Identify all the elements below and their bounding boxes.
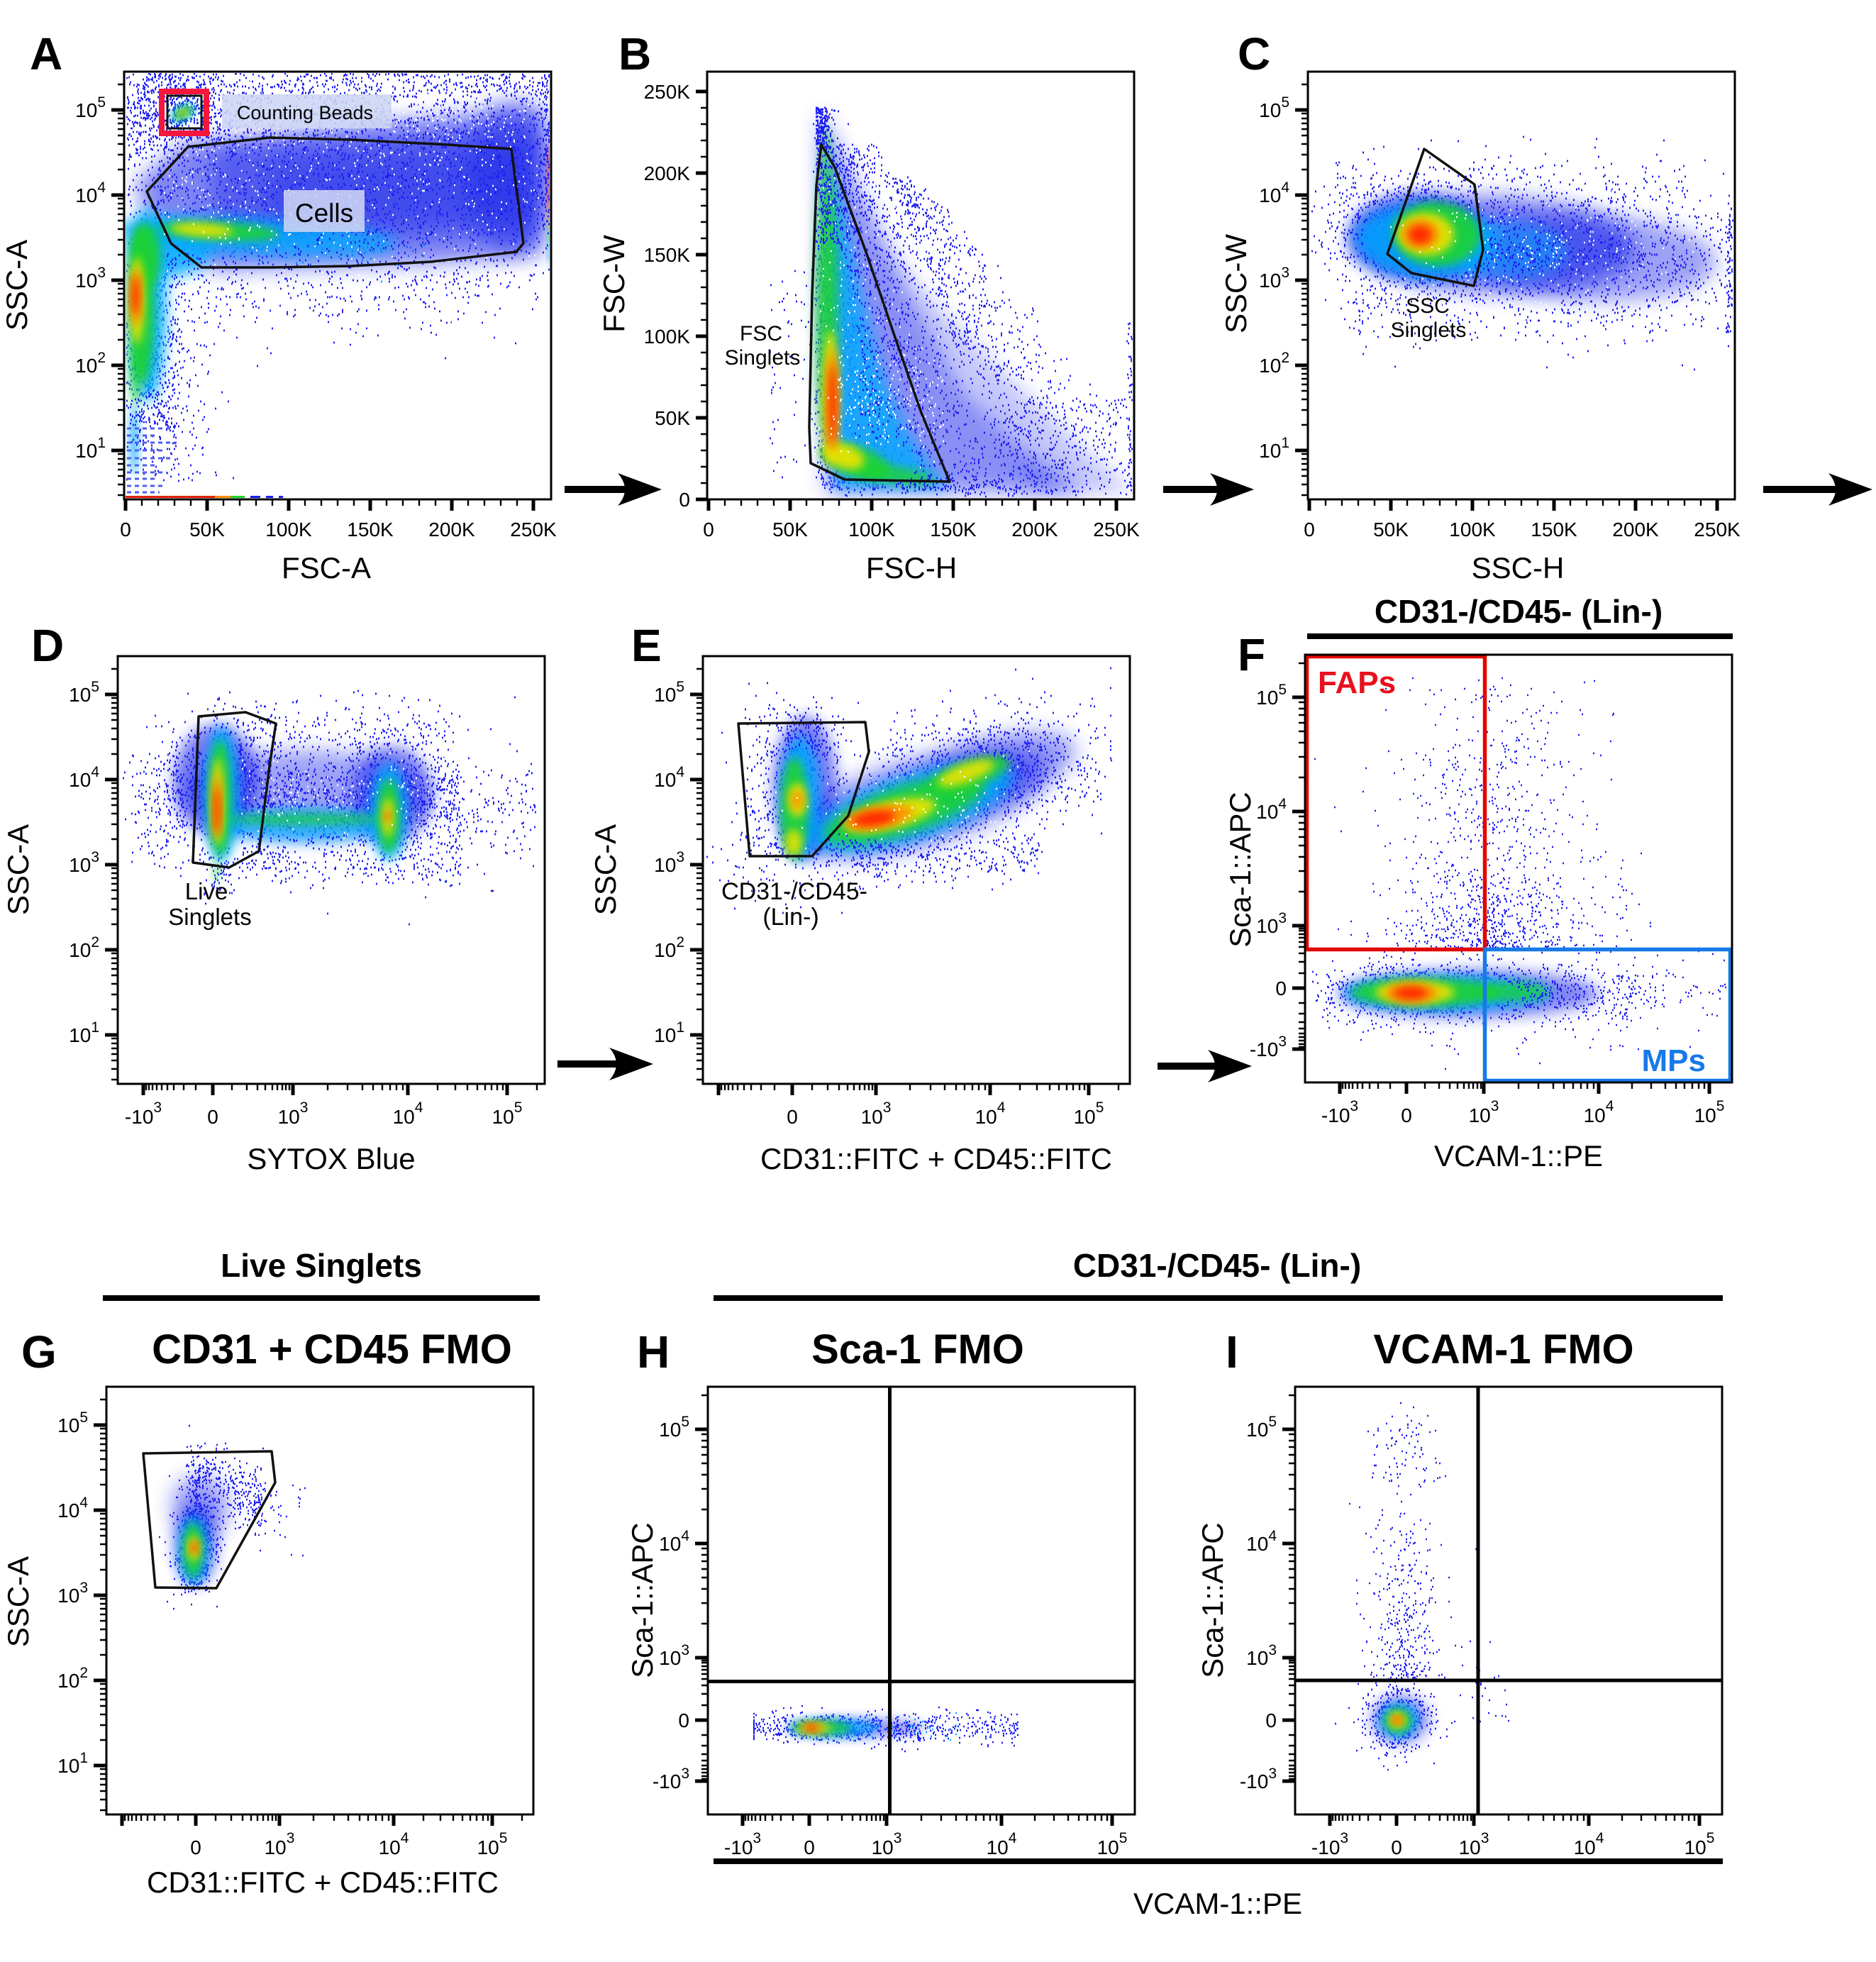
svg-text:FSC-H: FSC-H xyxy=(866,551,957,584)
svg-text:MPs: MPs xyxy=(1642,1043,1706,1078)
svg-text:CD31::FITC + CD45::FITC: CD31::FITC + CD45::FITC xyxy=(147,1866,499,1899)
svg-text:Singlets: Singlets xyxy=(168,904,251,930)
svg-text:200K: 200K xyxy=(1011,519,1058,541)
svg-text:CD31 + CD45 FMO: CD31 + CD45 FMO xyxy=(152,1326,512,1373)
svg-text:250K: 250K xyxy=(1093,519,1140,541)
svg-text:102: 102 xyxy=(654,934,684,961)
svg-text:50K: 50K xyxy=(772,519,808,541)
svg-text:103: 103 xyxy=(659,1642,689,1669)
svg-text:103: 103 xyxy=(75,265,106,292)
svg-text:SSC-W: SSC-W xyxy=(1219,234,1253,333)
svg-text:250K: 250K xyxy=(644,81,691,103)
svg-text:200K: 200K xyxy=(644,162,691,184)
svg-text:100K: 100K xyxy=(848,519,895,541)
svg-text:250K: 250K xyxy=(510,519,557,541)
svg-text:100K: 100K xyxy=(265,519,312,541)
svg-text:Live: Live xyxy=(185,878,228,904)
svg-text:50K: 50K xyxy=(655,407,690,429)
svg-text:105: 105 xyxy=(75,94,106,121)
svg-text:VCAM-1::PE: VCAM-1::PE xyxy=(1434,1139,1603,1173)
svg-text:100K: 100K xyxy=(644,326,691,348)
svg-text:FSC: FSC xyxy=(740,322,782,345)
svg-text:50K: 50K xyxy=(189,519,225,541)
svg-text:SSC: SSC xyxy=(1406,294,1450,318)
svg-text:0: 0 xyxy=(703,519,714,541)
svg-text:0: 0 xyxy=(1401,1104,1412,1126)
svg-text:Sca-1::APC: Sca-1::APC xyxy=(1223,792,1257,947)
svg-text:FSC-W: FSC-W xyxy=(597,235,631,333)
svg-text:SSC-A: SSC-A xyxy=(589,824,622,915)
svg-text:I: I xyxy=(1226,1326,1238,1378)
svg-text:Live Singlets: Live Singlets xyxy=(221,1247,422,1284)
svg-text:CD31-/CD45- (Lin-): CD31-/CD45- (Lin-) xyxy=(1073,1247,1361,1284)
svg-text:0: 0 xyxy=(190,1836,201,1858)
svg-text:50K: 50K xyxy=(1373,519,1409,541)
svg-text:G: G xyxy=(21,1326,57,1378)
svg-text:SSC-A: SSC-A xyxy=(1,1556,35,1647)
svg-text:Counting Beads: Counting Beads xyxy=(237,102,373,123)
svg-text:CD31::FITC + CD45::FITC: CD31::FITC + CD45::FITC xyxy=(760,1142,1112,1175)
svg-text:0: 0 xyxy=(1391,1836,1402,1858)
svg-text:0: 0 xyxy=(1304,519,1315,541)
svg-text:Singlets: Singlets xyxy=(1391,318,1467,342)
svg-text:SSC-H: SSC-H xyxy=(1472,551,1565,584)
svg-text:-103: -103 xyxy=(1250,1033,1287,1060)
svg-text:Sca-1::APC: Sca-1::APC xyxy=(626,1522,659,1678)
svg-text:(Lin-): (Lin-) xyxy=(762,904,818,931)
svg-text:SSC-A: SSC-A xyxy=(0,240,33,331)
svg-text:A: A xyxy=(30,28,62,79)
svg-text:FSC-A: FSC-A xyxy=(282,551,371,584)
svg-text:0: 0 xyxy=(1265,1709,1277,1731)
svg-text:Sca-1::APC: Sca-1::APC xyxy=(1196,1522,1229,1678)
svg-text:VCAM-1::PE: VCAM-1::PE xyxy=(1133,1887,1302,1920)
svg-text:0: 0 xyxy=(804,1836,815,1858)
svg-text:Sca-1 FMO: Sca-1 FMO xyxy=(811,1326,1024,1373)
svg-text:0: 0 xyxy=(120,519,131,541)
svg-text:104: 104 xyxy=(659,1528,689,1555)
svg-text:200K: 200K xyxy=(428,519,475,541)
svg-text:0: 0 xyxy=(787,1106,798,1128)
svg-text:0: 0 xyxy=(678,1709,689,1731)
svg-text:FAPs: FAPs xyxy=(1318,665,1396,700)
svg-text:H: H xyxy=(637,1326,670,1378)
svg-text:150K: 150K xyxy=(930,519,977,541)
svg-text:E: E xyxy=(631,620,662,671)
svg-text:SYTOX Blue: SYTOX Blue xyxy=(247,1142,415,1175)
svg-text:0: 0 xyxy=(207,1106,218,1128)
svg-text:D: D xyxy=(31,620,64,671)
svg-text:100K: 100K xyxy=(1449,519,1496,541)
svg-text:B: B xyxy=(618,28,651,79)
svg-text:Singlets: Singlets xyxy=(725,346,801,370)
svg-text:SSC-A: SSC-A xyxy=(1,824,35,915)
svg-text:C: C xyxy=(1238,28,1270,79)
svg-text:250K: 250K xyxy=(1694,519,1741,541)
svg-text:150K: 150K xyxy=(347,519,394,541)
svg-text:VCAM-1 FMO: VCAM-1 FMO xyxy=(1373,1326,1633,1373)
svg-text:200K: 200K xyxy=(1612,519,1659,541)
svg-text:CD31-/CD45- (Lin-): CD31-/CD45- (Lin-) xyxy=(1375,593,1663,630)
svg-text:101: 101 xyxy=(1259,435,1289,462)
svg-text:150K: 150K xyxy=(644,244,691,266)
svg-text:F: F xyxy=(1238,629,1265,680)
svg-text:150K: 150K xyxy=(1531,519,1577,541)
svg-text:CD31-/CD45-: CD31-/CD45- xyxy=(721,878,867,905)
svg-text:Cells: Cells xyxy=(295,199,353,228)
svg-text:101: 101 xyxy=(75,435,106,462)
svg-text:0: 0 xyxy=(679,489,690,511)
svg-text:0: 0 xyxy=(1275,977,1287,999)
